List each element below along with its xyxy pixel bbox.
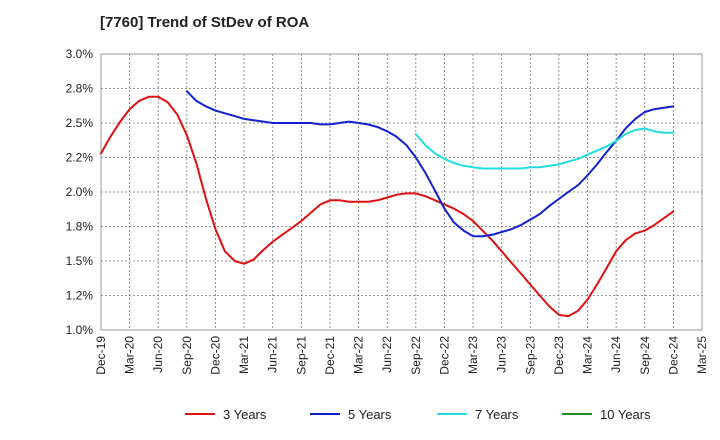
series-line-5-years — [185, 90, 675, 238]
y-axis-ticks: 3.0% 2.8% 2.5% 2.2% 2.0% 1.8% 1.5% 1.2% 1.0% — [66, 47, 94, 337]
x-tick-label: Dec-22 — [437, 336, 451, 375]
series-layer — [100, 90, 675, 318]
legend-label: 10 Years — [600, 407, 651, 422]
y-tick-label: 1.8% — [66, 220, 94, 234]
grid-lines — [101, 54, 702, 330]
x-tick-label: Dec-21 — [323, 336, 337, 375]
x-tick-label: Mar-24 — [581, 336, 595, 374]
x-tick-label: Sep-20 — [180, 336, 194, 375]
y-tick-label: 2.2% — [66, 151, 94, 165]
y-tick-label: 2.0% — [66, 185, 94, 199]
series-line-7-years — [414, 127, 675, 170]
x-tick-label: Jun-22 — [380, 336, 394, 373]
legend-label: 5 Years — [348, 407, 392, 422]
legend-label: 3 Years — [223, 407, 267, 422]
series-line-3-years — [100, 95, 675, 318]
x-tick-label: Mar-20 — [123, 336, 137, 374]
x-tick-label: Jun-20 — [151, 336, 165, 373]
x-tick-label: Jun-24 — [609, 336, 623, 373]
x-tick-label: Mar-22 — [352, 336, 366, 374]
y-tick-label: 3.0% — [66, 47, 94, 61]
legend-label: 7 Years — [475, 407, 519, 422]
x-tick-label: Mar-25 — [695, 336, 709, 374]
x-tick-label: Sep-22 — [409, 336, 423, 375]
x-tick-label: Jun-23 — [495, 336, 509, 373]
x-tick-label: Dec-19 — [94, 336, 108, 375]
y-tick-label: 2.5% — [66, 116, 94, 130]
x-tick-label: Mar-21 — [237, 336, 251, 374]
y-tick-label: 1.0% — [66, 323, 94, 337]
x-axis-ticks: Dec-19 Mar-20 Jun-20 Sep-20 Dec-20 Mar-21 Jun-… — [94, 336, 709, 375]
x-tick-label: Mar-23 — [466, 336, 480, 374]
x-tick-label: Dec-20 — [208, 336, 222, 375]
x-tick-label: Sep-23 — [523, 336, 537, 375]
y-tick-label: 1.2% — [66, 289, 94, 303]
y-tick-label: 2.8% — [66, 82, 94, 96]
x-tick-label: Dec-24 — [666, 336, 680, 375]
x-tick-label: Sep-24 — [638, 336, 652, 375]
y-tick-label: 1.5% — [66, 254, 94, 268]
x-tick-label: Sep-21 — [294, 336, 308, 375]
x-tick-label: Jun-21 — [266, 336, 280, 373]
x-tick-label: Dec-23 — [552, 336, 566, 375]
chart-title: [7760] Trend of StDev of ROA — [100, 14, 310, 31]
legend: 3 Years 5 Years 7 Years 10 Years — [185, 407, 651, 422]
